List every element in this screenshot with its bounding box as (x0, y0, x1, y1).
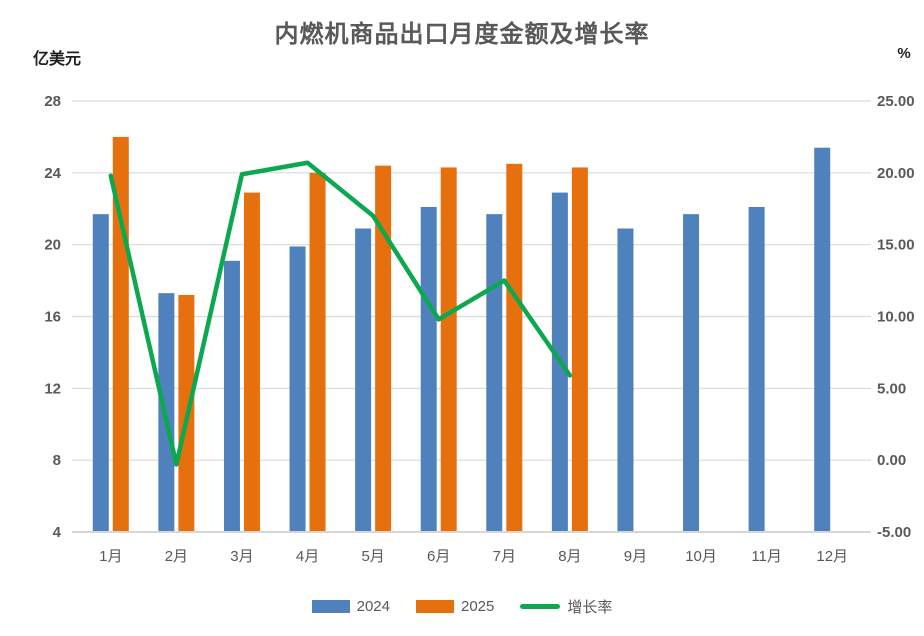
x-tick-label: 5月 (361, 548, 384, 565)
legend-swatch-2024 (311, 600, 350, 613)
x-tick-label: 7月 (493, 548, 516, 565)
bar-2024-3月 (223, 260, 240, 531)
right-axis-unit-label: % (897, 45, 911, 62)
bar-2024-9月 (617, 228, 634, 532)
y-right-tick-label: 20.00 (877, 165, 915, 182)
bar-2024-12月 (814, 147, 831, 532)
bar-2025-7月 (506, 163, 523, 531)
x-tick-label: 12月 (816, 548, 848, 565)
y-left-tick-label: 28 (44, 93, 61, 110)
legend: 2024 2025 增长率 (0, 596, 924, 617)
x-tick-label: 10月 (685, 548, 717, 565)
bar-2024-11月 (748, 206, 765, 531)
bar-2024-5月 (355, 228, 372, 532)
y-right-tick-label: 0.00 (877, 452, 906, 469)
bar-2024-1月 (92, 214, 109, 531)
bar-2025-5月 (375, 165, 392, 531)
x-tick-label: 2月 (165, 548, 188, 565)
bar-2025-4月 (309, 172, 326, 532)
legend-label-growth-rate: 增长率 (567, 599, 613, 616)
x-tick-label: 6月 (427, 548, 450, 565)
chart-title: 内燃机商品出口月度金额及增长率 (274, 21, 650, 48)
left-axis-unit-label: 亿美元 (33, 51, 82, 68)
x-tick-label: 1月 (99, 548, 122, 565)
legend-swatch-2025 (415, 600, 454, 613)
y-left-tick-label: 12 (44, 380, 61, 397)
bar-2024-6月 (420, 206, 437, 531)
x-tick-label: 3月 (230, 548, 253, 565)
y-left-tick-label: 16 (44, 309, 61, 326)
x-tick-label: 4月 (296, 548, 319, 565)
y-left-tick-label: 8 (53, 452, 61, 469)
growth-rate-line (108, 160, 573, 467)
legend-label-2024: 2024 (356, 598, 390, 615)
y-right-tick-label: 25.00 (877, 93, 915, 110)
y-right-tick-label: 15.00 (877, 237, 915, 254)
y-right-tick-label: 5.00 (877, 380, 906, 397)
legend-item-growth-rate: 增长率 (520, 596, 612, 617)
bar-2024-10月 (683, 214, 700, 531)
bar-2025-6月 (440, 167, 457, 531)
legend-swatch-growth-rate-line (520, 604, 561, 609)
y-left-tick-label: 24 (44, 165, 61, 182)
x-tick-label: 9月 (624, 548, 647, 565)
bar-2024-4月 (289, 246, 306, 531)
y-right-tick-label: -5.00 (877, 524, 911, 541)
bar-2024-7月 (486, 214, 503, 531)
y-right-tick-label: 10.00 (877, 309, 915, 326)
bar-2025-3月 (243, 192, 260, 531)
legend-label-2025: 2025 (460, 598, 495, 615)
bar-2025-8月 (571, 167, 588, 531)
y-left-tick-label: 4 (53, 524, 62, 541)
plot-area: 28 25.00 24 20.00 20 15.00 16 10.00 12 5.00 8 0.00 4… (44, 93, 915, 565)
legend-item-2024: 2024 (311, 598, 390, 615)
x-tick-label: 11月 (751, 548, 782, 565)
x-tick-label: 8月 (558, 548, 581, 565)
y-left-tick-label: 20 (44, 237, 61, 254)
legend-item-2025: 2025 (415, 598, 495, 615)
